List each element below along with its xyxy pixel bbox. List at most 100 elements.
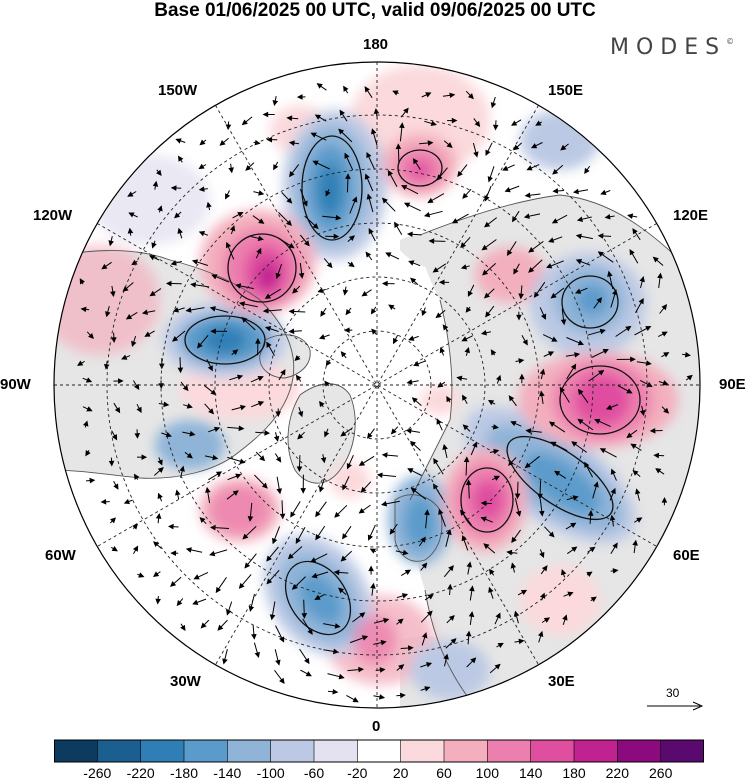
wind-arrowhead [539, 510, 545, 517]
wind-arrowhead [481, 244, 488, 251]
wind-arrowhead [172, 335, 179, 342]
wind-arrowhead [198, 186, 205, 192]
wind-arrowhead [141, 309, 148, 316]
wind-arrowhead [401, 593, 409, 599]
wind-arrowhead [235, 283, 242, 289]
wind-arrowhead [152, 571, 160, 577]
wind-arrowhead [686, 374, 693, 381]
wind-arrowhead [157, 205, 163, 212]
lon-label-90e: 90E [719, 376, 746, 393]
wind-arrowhead [602, 348, 609, 355]
wind-arrowhead [427, 197, 434, 204]
wind-arrowhead [632, 228, 638, 235]
wind-arrowhead [432, 267, 439, 273]
wind-arrowhead [406, 379, 413, 385]
wind-arrowhead [612, 542, 618, 549]
wind-arrowhead [435, 312, 442, 319]
wind-arrowhead [413, 361, 420, 367]
wind-arrowhead [199, 139, 206, 146]
wind-arrowhead [180, 624, 186, 632]
colorbar-swatch [54, 740, 98, 762]
wind-arrowhead [390, 428, 397, 435]
wind-arrowhead [484, 221, 491, 228]
wind-arrowhead [111, 337, 117, 344]
wind-arrowhead [473, 151, 479, 158]
wind-arrowhead [550, 441, 557, 447]
wind-arrowhead [543, 617, 551, 623]
colorbar-swatch [617, 740, 661, 762]
wind-arrowhead [610, 487, 616, 495]
wind-arrowhead [421, 632, 428, 639]
wind-arrowhead [272, 99, 279, 106]
wind-arrowhead [511, 120, 518, 126]
wind-arrowhead [597, 251, 604, 257]
colorbar-swatch [97, 740, 141, 762]
colorbar-tick-label: 180 [562, 765, 586, 781]
wind-arrowhead [465, 479, 472, 486]
wind-arrowhead [442, 443, 448, 450]
wind-arrowhead [548, 421, 556, 427]
wind-arrowhead [364, 86, 370, 93]
wind-arrowhead [460, 242, 467, 249]
wind-arrowhead [273, 435, 280, 442]
wind-arrowhead [174, 212, 181, 219]
wind-arrowhead [275, 456, 282, 463]
wind-arrowhead [254, 651, 260, 658]
wind-arrowhead [259, 455, 266, 462]
wind-arrowhead [411, 397, 418, 404]
wind-arrowhead [156, 169, 162, 176]
lon-label-150e: 150E [548, 82, 584, 99]
lon-label-90w: 90W [0, 376, 31, 393]
wind-arrowhead [655, 468, 662, 474]
wind-arrowhead [584, 461, 590, 468]
wind-arrowhead [266, 555, 272, 562]
wind-arrowhead [492, 424, 499, 430]
wind-arrowhead [446, 395, 452, 403]
wind-arrowhead [340, 430, 347, 437]
wind-arrowhead [286, 197, 293, 204]
wind-arrowhead [524, 192, 531, 199]
wind-arrowhead [342, 533, 348, 540]
wind-arrowhead [264, 293, 272, 299]
wind-arrowhead [483, 292, 491, 299]
wind-arrowhead [275, 272, 281, 279]
wind-arrowhead [436, 174, 443, 181]
wind-arrowhead [151, 242, 157, 249]
wind-arrowhead [240, 404, 247, 411]
wind-arrowhead [131, 340, 137, 347]
colorbar-swatch [184, 740, 228, 762]
siberian-coast [400, 233, 474, 272]
wind-arrowhead [310, 132, 317, 138]
wind-arrowhead [86, 406, 93, 412]
wind-arrowhead [358, 666, 365, 673]
wind-arrowhead [348, 261, 355, 268]
wind-arrowhead [335, 214, 342, 221]
wind-arrowhead [236, 374, 244, 380]
wind-arrowhead [215, 586, 222, 594]
wind-arrowhead [110, 291, 116, 298]
wind-arrowhead [339, 109, 345, 116]
wind-arrowhead [528, 247, 535, 253]
negative-anomaly-scandinavia [388, 475, 452, 565]
wind-arrowhead [265, 326, 272, 332]
wind-arrowhead [663, 352, 670, 358]
negative-anomaly-siberia [530, 253, 646, 357]
wind-arrowhead [462, 424, 469, 431]
wind-arrowhead [513, 144, 520, 151]
wind-arrowhead [403, 202, 411, 208]
wind-arrowhead [537, 493, 543, 500]
wind-arrowhead [548, 237, 555, 243]
wind-arrowhead [235, 473, 242, 479]
wind-arrowhead [462, 192, 469, 199]
colorbar-swatch [270, 740, 315, 762]
wind-arrowhead [460, 509, 466, 516]
lon-label-30w: 30W [170, 673, 201, 690]
lon-label-120w: 120W [33, 207, 73, 224]
wind-arrowhead [191, 259, 199, 265]
wind-arrowhead [381, 197, 388, 204]
wind-arrowhead [196, 342, 203, 349]
wind-arrowhead [388, 304, 395, 310]
wind-arrowhead [577, 418, 584, 425]
wind-arrowhead [200, 622, 207, 629]
wind-arrowhead [170, 260, 177, 266]
